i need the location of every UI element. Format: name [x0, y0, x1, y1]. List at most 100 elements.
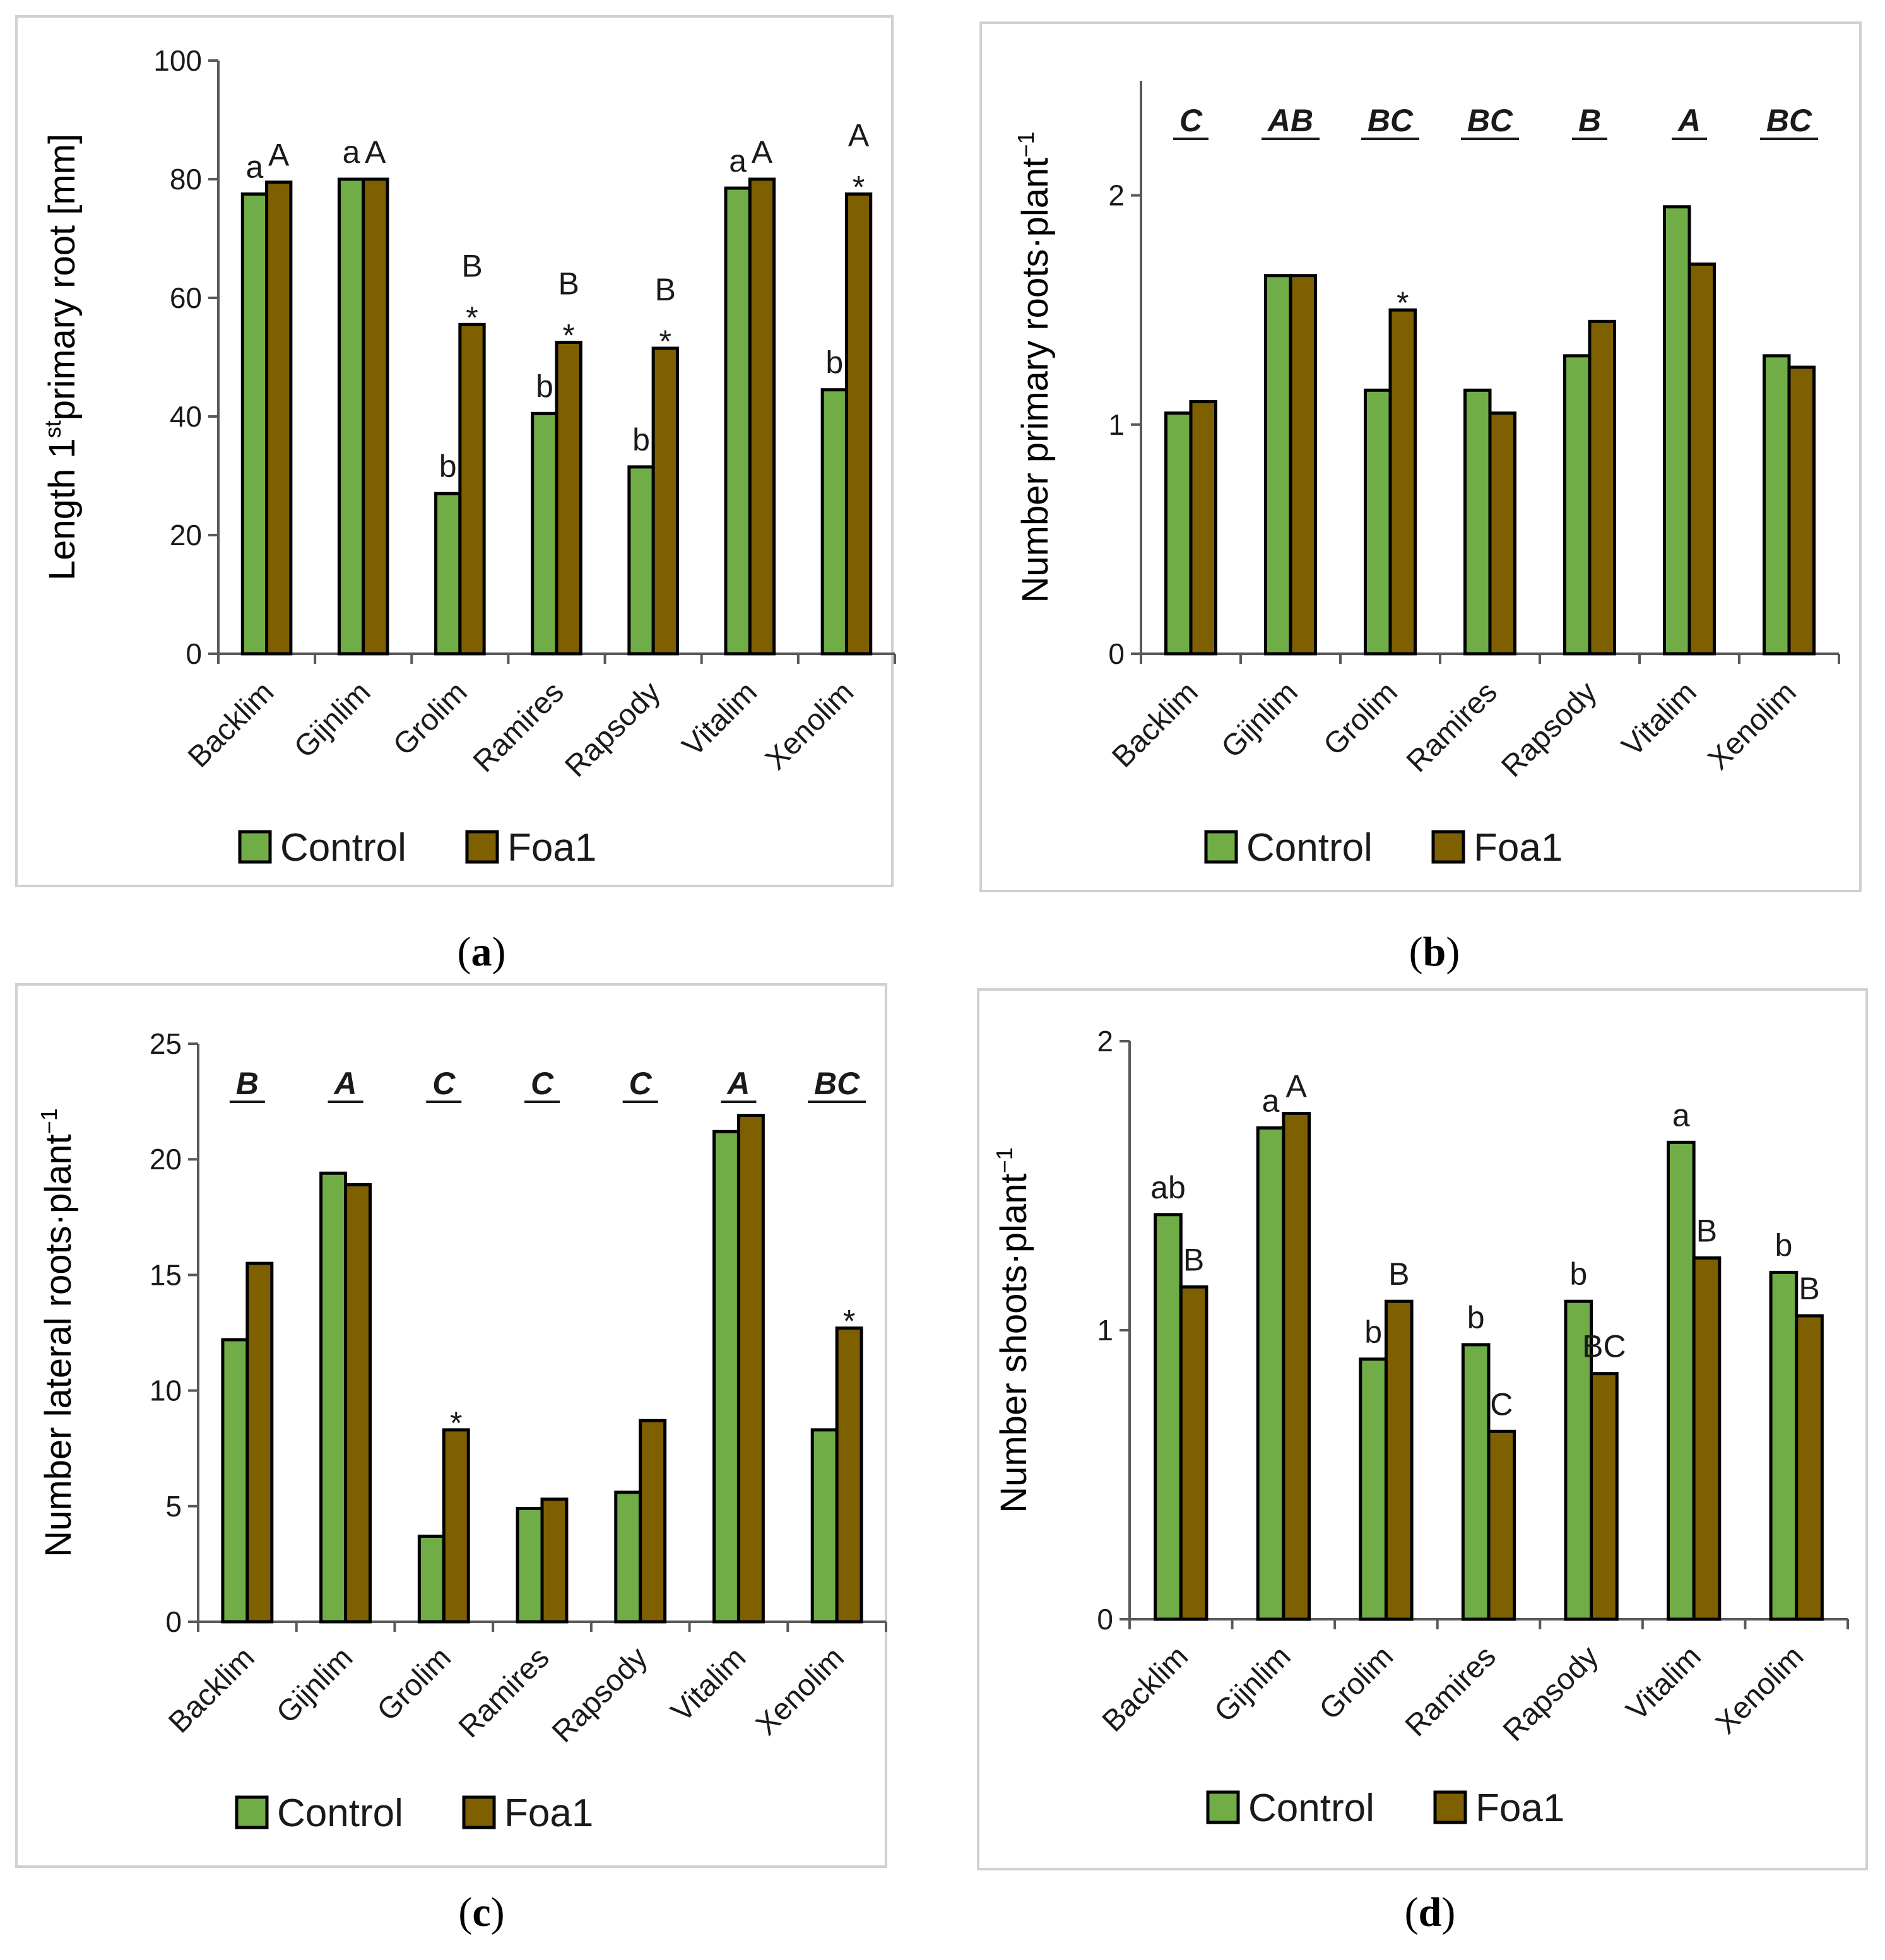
bar-control-rapsody: [1563, 354, 1592, 656]
panel-tag-letter: c: [472, 1889, 490, 1935]
bar-foa1-xenolim: [1795, 1314, 1824, 1621]
bar-foa1-ramires: [540, 1497, 569, 1624]
control-letter: b: [1775, 1227, 1792, 1263]
panel-tag-paren: (: [1409, 929, 1423, 975]
control-letter: b: [1569, 1256, 1587, 1292]
bar-control-rapsody: [614, 1491, 642, 1624]
bar-control-xenolim: [810, 1428, 839, 1624]
bar-foa1-gijnlim: [362, 177, 389, 656]
legend-swatch-control: [1206, 1790, 1240, 1824]
panel-tag-d: (d): [1405, 1889, 1456, 1935]
bar-control-xenolim: [1763, 354, 1791, 656]
y-label-part: Length 1: [42, 438, 83, 581]
panel-tag-b: (b): [1409, 929, 1460, 975]
panel-tag-paren: (: [1405, 1889, 1419, 1935]
panel-tag-paren: (: [458, 1889, 472, 1935]
bar-control-backlim: [221, 1338, 249, 1624]
y-label-sup: −1: [36, 1108, 62, 1134]
bar-foa1-gijnlim: [344, 1183, 372, 1624]
bar-control-ramires: [531, 411, 558, 656]
y-axis-label: Number primary roots·plant−1: [1013, 132, 1056, 603]
y-tick-label: 1: [1108, 408, 1125, 441]
bar-control-gijnlim: [319, 1171, 348, 1624]
y-tick-label: 40: [170, 400, 202, 433]
panel-tag-letter: d: [1419, 1889, 1442, 1935]
y-label-sup: −1: [991, 1147, 1017, 1173]
group-letter: C: [432, 1066, 456, 1101]
group-letter: BC: [1368, 103, 1414, 138]
panel-tag-paren: ): [1446, 929, 1460, 975]
panel-tag-paren: ): [491, 1889, 505, 1935]
significance-star: *: [1397, 285, 1409, 321]
y-tick-label: 0: [186, 637, 202, 670]
y-axis-label: Number lateral roots·plant−1: [36, 1108, 79, 1557]
y-tick-label: 2: [1108, 179, 1125, 212]
bar-control-vitalim: [724, 186, 752, 656]
y-label-part: Number shoots: [993, 1265, 1034, 1513]
bar-foa1-backlim: [245, 1261, 274, 1624]
bar-foa1-backlim: [1189, 399, 1217, 656]
panel-tag-paren: ): [1441, 1889, 1455, 1935]
control-letter: b: [1467, 1300, 1485, 1335]
y-tick-label: 0: [1097, 1603, 1113, 1636]
foa1-letter: BC: [1582, 1329, 1626, 1364]
y-label-part: Number primary roots: [1015, 249, 1056, 603]
bar-foa1-grolim: [442, 1428, 470, 1624]
bar-control-grolim: [417, 1534, 446, 1624]
control-letter: b: [825, 345, 843, 381]
y-tick-label: 0: [1108, 637, 1125, 670]
y-label-dot: ·: [1015, 237, 1056, 249]
bar-foa1-grolim: [1388, 308, 1417, 656]
bar-control-rapsody: [1564, 1299, 1593, 1621]
foa1-letter: B: [1183, 1242, 1204, 1277]
significance-star: *: [659, 324, 671, 359]
control-letter: b: [439, 449, 457, 484]
bar-control-ramires: [516, 1506, 544, 1624]
bar-control-xenolim: [820, 388, 848, 656]
bar-foa1-grolim: [1384, 1299, 1414, 1621]
foa1-letter: B: [1799, 1271, 1819, 1306]
bar-foa1-rapsody: [1588, 319, 1616, 656]
bar-control-gijnlim: [1264, 274, 1292, 656]
significance-star: *: [843, 1304, 855, 1339]
legend-swatch-foa1: [1433, 1790, 1467, 1824]
group-letter: B: [236, 1066, 259, 1101]
group-letter: A: [1677, 103, 1701, 138]
bar-foa1-vitalim: [1692, 1256, 1722, 1621]
bar-foa1-grolim: [458, 322, 486, 656]
bar-foa1-vitalim: [736, 1114, 765, 1624]
significance-star: *: [562, 318, 574, 353]
legend-swatch-foa1: [465, 830, 499, 864]
bar-foa1-ramires: [555, 341, 582, 656]
panel-tag-paren: (: [458, 929, 471, 975]
legend-swatch-control: [1204, 830, 1238, 864]
panel-tag-paren: ): [492, 929, 506, 975]
legend-label-control: Control: [277, 1792, 403, 1835]
y-label-part: plant: [993, 1173, 1034, 1253]
bar-foa1-rapsody: [639, 1419, 667, 1624]
legend-label-control: Control: [1246, 826, 1373, 870]
bar-foa1-backlim: [1179, 1285, 1208, 1621]
y-label-dot: ·: [38, 1213, 79, 1225]
legend-label-foa1: Foa1: [1475, 1786, 1564, 1830]
y-label-part: primary root [mm]: [42, 134, 83, 420]
bar-control-xenolim: [1769, 1270, 1799, 1621]
bar-control-grolim: [1359, 1357, 1388, 1621]
group-letter: A: [333, 1066, 357, 1101]
y-label-part: plant: [1015, 158, 1056, 237]
y-tick-label: 10: [150, 1374, 182, 1407]
y-tick-label: 60: [170, 281, 202, 314]
control-letter: a: [729, 143, 747, 179]
legend-swatch-control: [235, 1795, 269, 1829]
bar-foa1-gijnlim: [1289, 274, 1317, 656]
bar-control-ramires: [1463, 388, 1492, 656]
y-label-sup: −1: [1013, 132, 1039, 158]
group-letter: A: [726, 1066, 750, 1101]
panel-tag-letter: a: [471, 929, 492, 975]
panel-tag-c: (c): [458, 1889, 504, 1935]
y-tick-label: 5: [165, 1490, 182, 1523]
foa1-letter: A: [752, 134, 773, 170]
